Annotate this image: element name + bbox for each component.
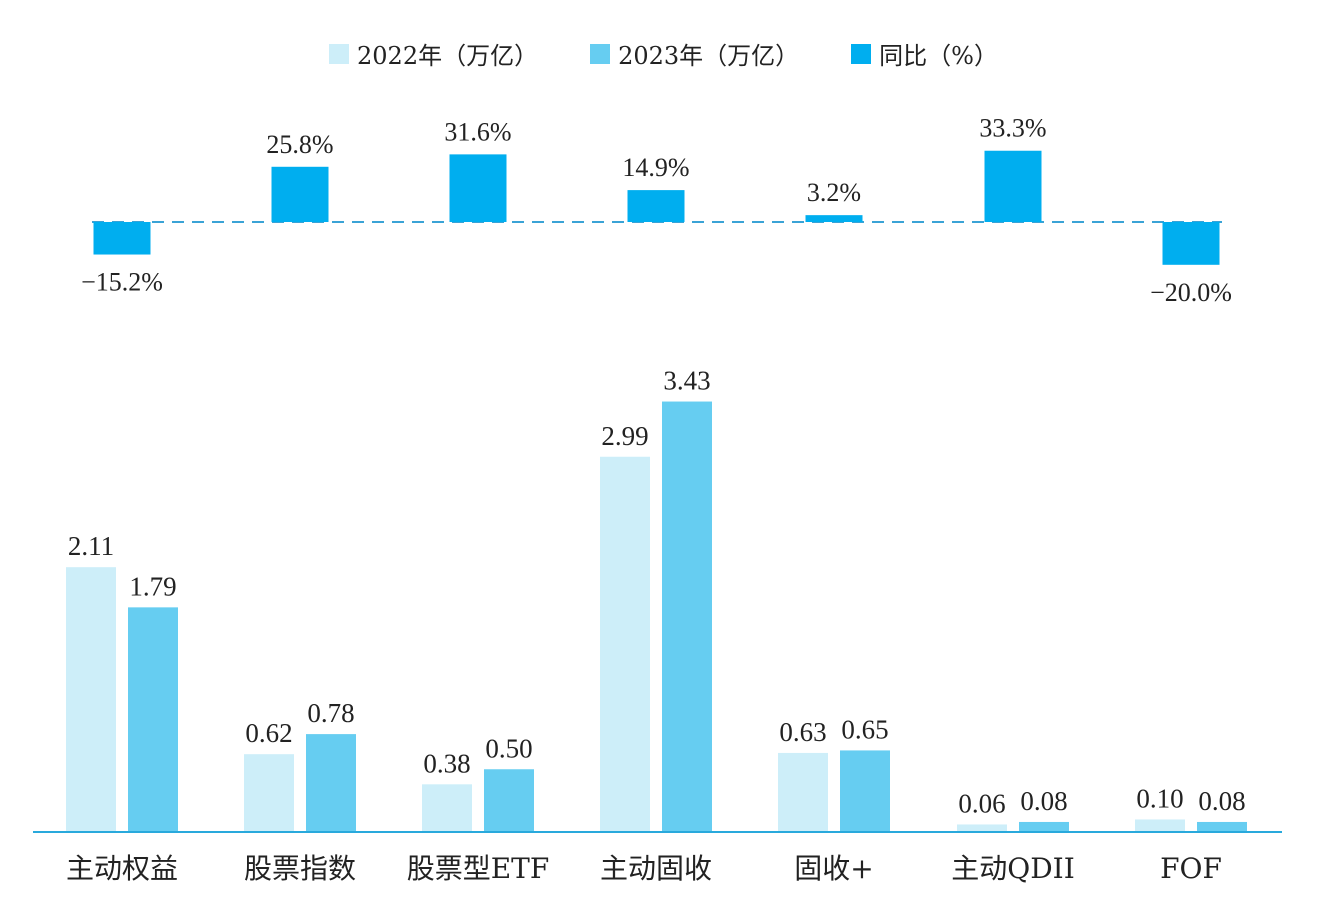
bar-2022 xyxy=(66,567,116,832)
yoy-bar xyxy=(449,154,507,222)
legend-item-2023: 2023年（万亿） xyxy=(590,36,799,71)
bar-2023 xyxy=(306,734,356,832)
category-label: FOF xyxy=(1160,852,1222,885)
bar-2023 xyxy=(128,607,178,832)
data-label-2022: 0.38 xyxy=(423,748,470,778)
bar-2023 xyxy=(662,401,712,832)
legend-swatch-2022 xyxy=(329,43,350,64)
data-label-2023: 0.08 xyxy=(1020,786,1067,816)
data-label-2022: 2.11 xyxy=(68,531,114,561)
data-label-2023: 0.78 xyxy=(307,698,354,728)
legend-label-yoy: 同比（%） xyxy=(879,42,998,70)
bar-2023 xyxy=(840,750,890,832)
category-label: 主动权益 xyxy=(66,852,178,885)
category-label: 主动固收 xyxy=(600,852,712,885)
yoy-bar xyxy=(627,190,685,222)
category-label: 主动QDII xyxy=(951,852,1075,885)
yoy-bar xyxy=(805,215,863,222)
bar-2022 xyxy=(778,752,828,832)
yoy-bar xyxy=(93,222,151,255)
legend-swatch-yoy xyxy=(851,43,872,64)
legend: 2022年（万亿） 2023年（万亿） 同比（%） xyxy=(0,36,1327,71)
bar-2022 xyxy=(244,754,294,832)
bar-2023 xyxy=(484,769,534,832)
yoy-bar xyxy=(984,150,1042,222)
legend-label-2022: 2022年（万亿） xyxy=(357,42,539,70)
data-label-2022: 0.62 xyxy=(245,718,292,748)
data-label-2022: 0.63 xyxy=(779,717,826,747)
legend-swatch-2023 xyxy=(590,43,611,64)
yoy-data-label: 25.8% xyxy=(266,130,333,159)
bar-2022 xyxy=(957,824,1007,832)
data-label-2023: 0.65 xyxy=(841,714,888,744)
data-label-2022: 2.99 xyxy=(601,421,648,451)
yoy-data-label: −20.0% xyxy=(1150,278,1232,307)
data-label-2022: 0.06 xyxy=(958,788,1005,818)
legend-item-2022: 2022年（万亿） xyxy=(329,36,538,71)
data-label-2023: 0.50 xyxy=(485,733,532,763)
bar-2023 xyxy=(1019,821,1069,832)
category-label: 股票指数 xyxy=(244,852,356,885)
data-label-2022: 0.10 xyxy=(1136,783,1183,813)
value-chart: 2.11 0.62 0.38 2.99 0.63 0.06 0.10 1.79 0.78 0.50… xyxy=(33,366,1282,885)
bar-2023 xyxy=(1197,821,1247,832)
bar-2022 xyxy=(422,784,472,832)
yoy-data-label: 31.6% xyxy=(444,117,511,146)
legend-item-yoy: 同比（%） xyxy=(851,36,998,71)
bar-2022 xyxy=(600,456,650,832)
category-label: 固收+ xyxy=(794,852,873,885)
data-label-2023: 0.08 xyxy=(1198,786,1245,816)
category-label: 股票型ETF xyxy=(407,852,550,885)
yoy-data-label: 14.9% xyxy=(622,153,689,182)
yoy-bar xyxy=(271,166,329,222)
yoy-chart: −15.2% 25.8% 31.6% 14.9% 3.2% 33.3% −20.0% xyxy=(81,114,1232,307)
bar-2022 xyxy=(1135,819,1185,832)
yoy-bar xyxy=(1162,222,1220,265)
yoy-data-label: 33.3% xyxy=(979,114,1046,143)
yoy-data-label: −15.2% xyxy=(81,268,163,297)
legend-label-2023: 2023年（万亿） xyxy=(618,42,800,70)
yoy-data-label: 3.2% xyxy=(807,178,861,207)
data-label-2023: 3.43 xyxy=(663,366,710,396)
data-label-2023: 1.79 xyxy=(129,571,176,601)
